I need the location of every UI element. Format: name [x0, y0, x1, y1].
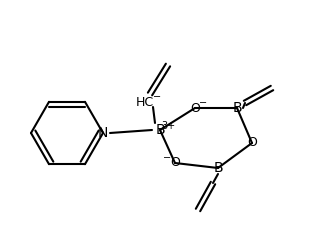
Text: O: O [190, 101, 200, 114]
Text: −: − [153, 92, 161, 102]
Text: 3+: 3+ [161, 121, 175, 131]
Text: B: B [155, 123, 165, 137]
Text: −: − [163, 153, 171, 163]
Text: O: O [170, 157, 180, 169]
Text: N: N [98, 126, 108, 140]
Text: B: B [213, 161, 223, 175]
Text: −: − [199, 98, 207, 108]
Text: HC: HC [136, 96, 154, 108]
Text: B: B [232, 101, 242, 115]
Text: O: O [247, 136, 257, 150]
